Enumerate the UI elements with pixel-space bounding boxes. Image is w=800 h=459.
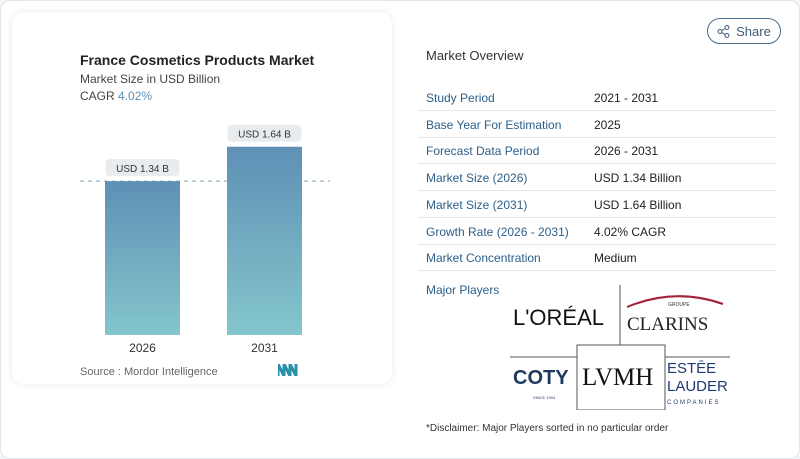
overview-value: 2026 - 2031: [594, 144, 659, 159]
overview-row: Base Year For Estimation 2025: [418, 111, 776, 138]
overview-key: Market Size (2031): [426, 197, 528, 212]
mordor-logo-icon: [278, 364, 298, 376]
svg-text:GROUPE: GROUPE: [668, 302, 690, 308]
x-tick-label: 2031: [251, 341, 278, 355]
overview-key: Forecast Data Period: [426, 144, 540, 159]
cagr-label: CAGR: [80, 89, 115, 103]
bar-2031: [227, 146, 302, 335]
overview-key: Study Period: [426, 91, 495, 105]
bar-chart: USD 1.34 B 2026 USD 1.64 B 2031: [80, 124, 330, 355]
overview-value: 4.02% CAGR: [594, 224, 667, 239]
overview-row: Market Size (2031) USD 1.64 Billion: [418, 191, 776, 218]
share-label: Share: [736, 23, 771, 39]
overview-key: Growth Rate (2026 - 2031): [426, 224, 569, 239]
svg-text:SINCE 1904: SINCE 1904: [533, 395, 556, 400]
overview-title: Market Overview: [426, 48, 524, 63]
clarins-logo: CLARINS: [627, 314, 708, 335]
chart-title: France Cosmetics Products Market: [80, 52, 315, 68]
coty-logo: COTY: [513, 367, 569, 389]
overview-value: USD 1.34 Billion: [594, 171, 682, 186]
lvmh-logo: LVMH: [582, 364, 653, 391]
loreal-logo: L'ORÉAL: [513, 305, 604, 330]
data-label-bg: [105, 159, 180, 177]
estee-lauder-logo: ESTĒE: [667, 360, 716, 377]
overview-row: Market Concentration Medium: [418, 244, 776, 272]
bar-2026: [105, 181, 180, 335]
data-label: USD 1.34 B: [116, 164, 169, 175]
svg-text:LAUDER: LAUDER: [667, 378, 728, 395]
overview-row: Growth Rate (2026 - 2031) 4.02% CAGR: [418, 218, 776, 245]
chart-card: [12, 12, 392, 384]
share-icon: [717, 24, 730, 38]
source: Source : Mordor Intelligence: [80, 366, 218, 378]
cagr: CAGR 4.02%: [80, 89, 152, 103]
overview-key: Base Year For Estimation: [426, 117, 562, 132]
share-button[interactable]: Share: [707, 18, 781, 44]
overview-value: 2021 - 2031: [594, 91, 659, 105]
svg-text:COMPANIES: COMPANIES: [667, 400, 721, 406]
overview-value: Medium: [594, 251, 637, 266]
major-players-label: Major Players: [426, 283, 500, 297]
chart-subtitle: Market Size in USD Billion: [80, 72, 221, 86]
overview-key: Market Concentration: [426, 251, 541, 266]
x-tick-label: 2026: [129, 341, 156, 355]
disclaimer: *Disclaimer: Major Players sorted in no …: [426, 423, 669, 434]
overview-value: USD 1.64 Billion: [594, 197, 682, 212]
overview-row: Study Period 2021 - 2031: [418, 84, 776, 111]
data-label: USD 1.64 B: [238, 130, 291, 141]
overview-key: Market Size (2026): [426, 171, 528, 186]
cagr-value: 4.02%: [118, 89, 153, 103]
overview-value: 2025: [594, 117, 621, 132]
overview-row: Forecast Data Period 2026 - 2031: [418, 137, 776, 165]
major-players-logos: L'ORÉAL GROUPE CLARINS COTY SINCE 1904 L…: [510, 285, 730, 410]
data-label-bg: [227, 124, 302, 142]
overview-row: Market Size (2026) USD 1.34 Billion: [418, 164, 776, 192]
